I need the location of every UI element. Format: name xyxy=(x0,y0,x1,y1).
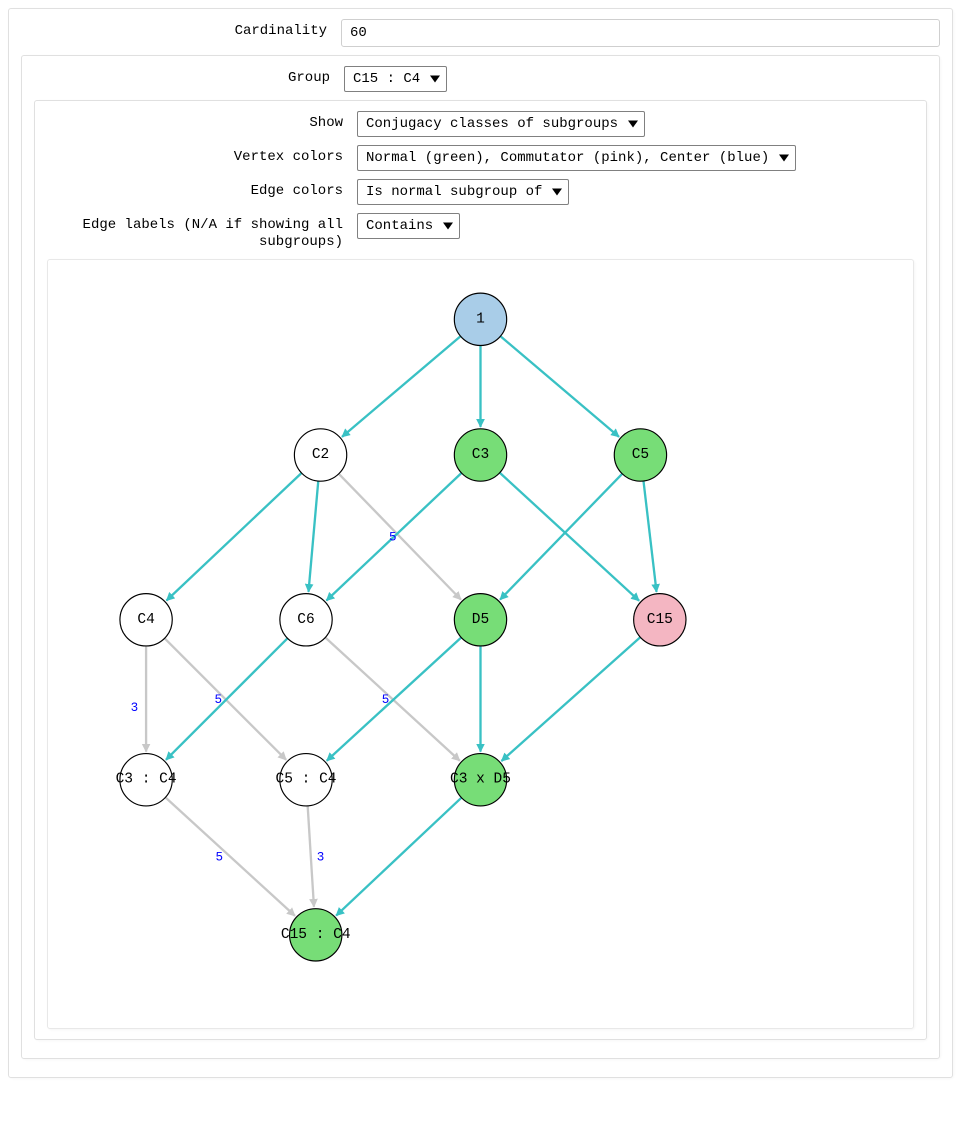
show-select-value: Conjugacy classes of subgroups xyxy=(366,116,618,132)
chevron-down-icon xyxy=(628,121,638,128)
edge xyxy=(643,481,656,592)
edge xyxy=(339,473,461,599)
chevron-down-icon xyxy=(443,223,453,230)
graph-node[interactable]: C2 xyxy=(294,428,346,480)
edge xyxy=(342,336,461,437)
edge-labels-layer: 5 3 5 5 5 3 xyxy=(131,530,397,864)
edge-labels-select-value: Contains xyxy=(366,218,433,234)
chevron-down-icon xyxy=(779,155,789,162)
graph-node-label: C3 : C4 xyxy=(116,771,177,787)
graph-node[interactable]: C3 xyxy=(454,428,506,480)
vertex-colors-select[interactable]: Normal (green), Commutator (pink), Cente… xyxy=(357,145,796,171)
graph-node-label: 1 xyxy=(476,311,485,327)
graph-node[interactable]: 1 xyxy=(454,293,506,345)
chevron-down-icon xyxy=(430,76,440,83)
cardinality-row: Cardinality xyxy=(21,19,940,47)
edge xyxy=(500,472,639,600)
group-select-value: C15 : C4 xyxy=(353,71,420,87)
graph-node-label: C6 xyxy=(297,611,314,627)
group-select[interactable]: C15 : C4 xyxy=(344,66,447,92)
graph-node[interactable]: C4 xyxy=(120,593,172,645)
graph-node[interactable]: C15 xyxy=(634,593,686,645)
edge-colors-select-value: Is normal subgroup of xyxy=(366,184,542,200)
subgroup-lattice-graph: 5 3 5 5 5 3 1 C2 C3 C5 C4 C6 D5 C15 C3 : C4 C5 : C4 C3 x… xyxy=(54,266,907,1022)
graph-node-label: C5 xyxy=(632,447,649,463)
edge-labels-label: Edge labels (N/A if showing all subgroup… xyxy=(47,213,357,251)
cardinality-input[interactable] xyxy=(341,19,940,47)
edge-label: 5 xyxy=(215,850,223,864)
graph-node[interactable]: C5 xyxy=(614,428,666,480)
edge xyxy=(308,805,314,906)
edge xyxy=(500,336,619,437)
edges-layer xyxy=(146,336,656,916)
group-label: Group xyxy=(34,66,344,87)
group-panel: Group C15 : C4 Show Conjugacy classes of… xyxy=(21,55,940,1059)
edge-label: 3 xyxy=(317,850,325,864)
graph-node-label: C15 xyxy=(647,611,673,627)
graph-node-label: C15 : C4 xyxy=(281,926,351,942)
edge xyxy=(165,797,295,915)
graph-node-label: C4 xyxy=(137,611,154,627)
vertex-colors-row: Vertex colors Normal (green), Commutator… xyxy=(47,145,914,171)
edge xyxy=(501,637,640,761)
vertex-colors-select-value: Normal (green), Commutator (pink), Cente… xyxy=(366,150,769,166)
edge xyxy=(308,481,318,592)
group-row: Group C15 : C4 xyxy=(34,66,927,92)
graph-node-label: C2 xyxy=(312,447,329,463)
edge-labels-select[interactable]: Contains xyxy=(357,213,460,239)
edge-colors-row: Edge colors Is normal subgroup of xyxy=(47,179,914,205)
edge xyxy=(167,473,302,601)
graph-node[interactable]: C6 xyxy=(280,593,332,645)
graph-node-label: C3 xyxy=(472,447,489,463)
edge-label: 5 xyxy=(389,530,397,544)
show-label: Show xyxy=(47,111,357,132)
vertex-colors-label: Vertex colors xyxy=(47,145,357,166)
nodes-layer: 1 C2 C3 C5 C4 C6 D5 C15 C3 : C4 C5 : C4 C3 x D5 C15… xyxy=(116,293,686,961)
edge xyxy=(500,473,622,599)
graph-node-label: C5 : C4 xyxy=(276,771,337,787)
edge-colors-select[interactable]: Is normal subgroup of xyxy=(357,179,569,205)
graph-node-label: C3 x D5 xyxy=(450,771,511,787)
graph-panel: 5 3 5 5 5 3 1 C2 C3 C5 C4 C6 D5 C15 C3 : C4 C5 : C4 C3 x… xyxy=(47,259,914,1029)
show-select[interactable]: Conjugacy classes of subgroups xyxy=(357,111,645,137)
edge xyxy=(336,797,461,915)
graph-node-label: D5 xyxy=(472,611,489,627)
edge-colors-label: Edge colors xyxy=(47,179,357,200)
options-panel: Show Conjugacy classes of subgroups Vert… xyxy=(34,100,927,1040)
cardinality-label: Cardinality xyxy=(21,19,341,40)
edge-label: 5 xyxy=(215,692,223,706)
show-row: Show Conjugacy classes of subgroups xyxy=(47,111,914,137)
graph-node[interactable]: C15 : C4 xyxy=(281,908,351,960)
edge-label: 5 xyxy=(382,692,390,706)
graph-node[interactable]: D5 xyxy=(454,593,506,645)
chevron-down-icon xyxy=(552,189,562,196)
edge-labels-row: Edge labels (N/A if showing all subgroup… xyxy=(47,213,914,251)
edge-label: 3 xyxy=(131,700,139,714)
cardinality-panel: Cardinality Group C15 : C4 Show Conjugac… xyxy=(8,8,953,1078)
